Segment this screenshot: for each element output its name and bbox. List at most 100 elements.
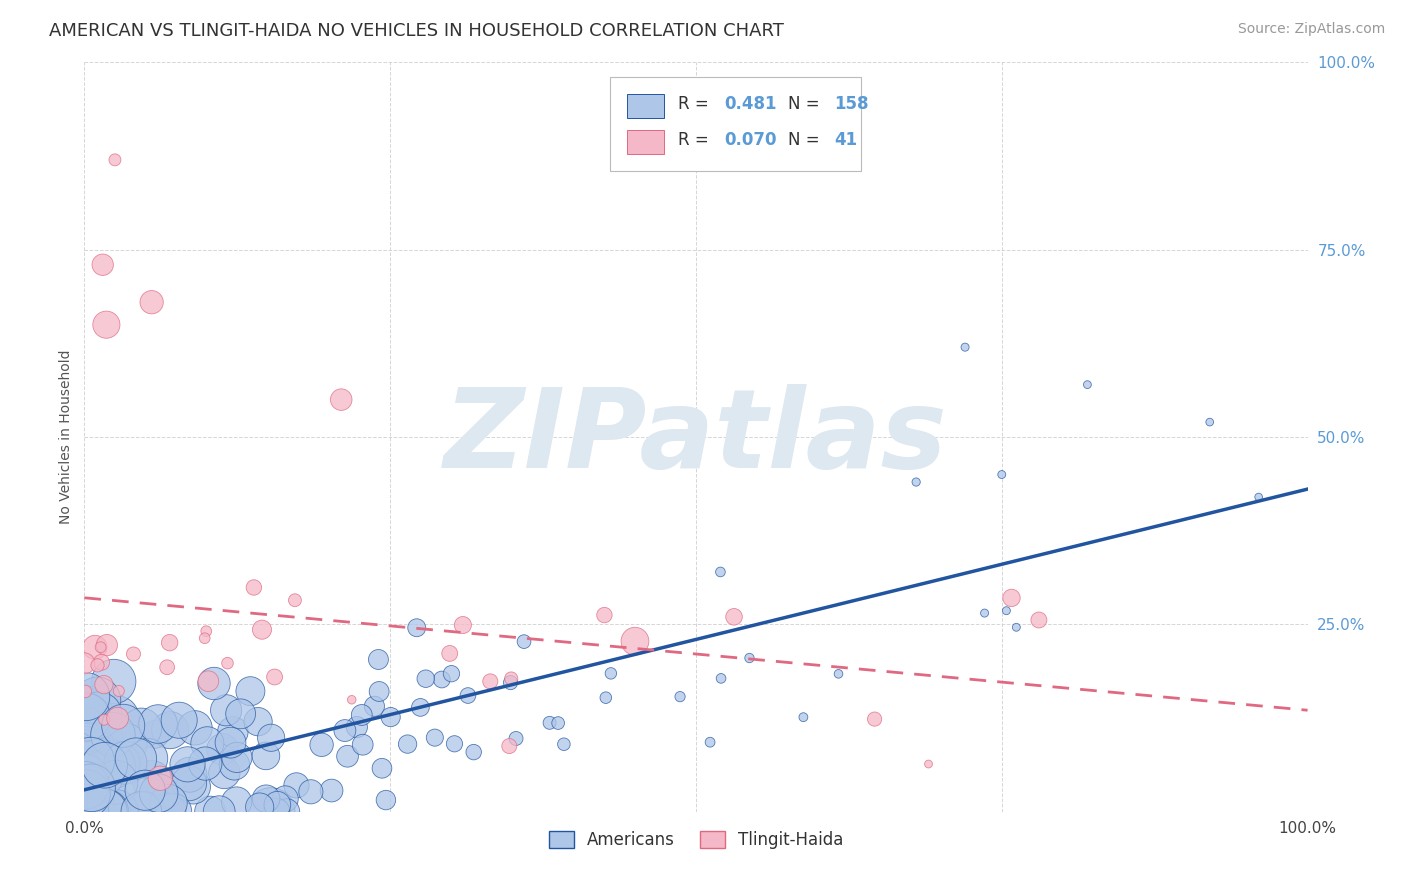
Point	[82, 752, 104, 766]
Point	[219, 736, 242, 750]
Point	[1198, 415, 1220, 429]
FancyBboxPatch shape	[610, 78, 860, 171]
Point	[134, 783, 156, 797]
Point	[73, 743, 96, 757]
Point	[155, 782, 177, 797]
Point	[991, 467, 1014, 482]
Point	[368, 684, 391, 698]
Point	[547, 716, 569, 731]
Text: 158: 158	[834, 95, 869, 112]
Point	[200, 805, 222, 819]
Point	[104, 153, 127, 167]
Point	[79, 805, 101, 819]
Point	[274, 792, 297, 806]
FancyBboxPatch shape	[627, 94, 664, 118]
Point	[222, 724, 245, 739]
Text: N =: N =	[787, 130, 824, 149]
Point	[266, 797, 288, 812]
Point	[439, 647, 461, 661]
Point	[98, 755, 121, 769]
Point	[371, 761, 394, 775]
Point	[423, 731, 446, 745]
Point	[125, 751, 148, 765]
Point	[498, 739, 520, 753]
Point	[443, 737, 465, 751]
Point	[108, 684, 131, 698]
Point	[299, 785, 322, 799]
Point	[122, 647, 145, 661]
Point	[599, 666, 621, 681]
Text: 41: 41	[834, 130, 858, 149]
Point	[239, 684, 262, 698]
Point	[995, 604, 1018, 618]
Point	[112, 719, 135, 733]
Point	[501, 672, 523, 686]
Point	[75, 684, 97, 698]
Point	[156, 660, 179, 674]
Point	[90, 640, 112, 655]
Point	[75, 796, 97, 810]
Point	[101, 805, 124, 819]
Point	[80, 805, 103, 819]
Point	[224, 757, 246, 772]
Point	[352, 738, 374, 752]
Point	[214, 766, 236, 780]
Point	[76, 805, 98, 819]
Point	[93, 713, 115, 727]
Point	[80, 805, 103, 819]
Point	[90, 767, 112, 781]
Point	[184, 721, 207, 735]
Point	[197, 674, 219, 689]
Point	[250, 623, 273, 637]
Point	[669, 690, 692, 704]
Point	[738, 651, 761, 665]
Legend: Americans, Tlingit-Haida: Americans, Tlingit-Haida	[541, 824, 851, 855]
Text: ZIPatlas: ZIPatlas	[444, 384, 948, 491]
Point	[827, 666, 849, 681]
Point	[513, 634, 536, 648]
Point	[100, 805, 122, 819]
Point	[179, 776, 201, 790]
Point	[1005, 620, 1028, 634]
Point	[330, 392, 353, 407]
Point	[76, 740, 98, 755]
Point	[195, 736, 218, 750]
Point	[499, 675, 522, 690]
Point	[75, 750, 97, 764]
Point	[1247, 490, 1270, 504]
Point	[1028, 613, 1050, 627]
Point	[336, 749, 359, 764]
Point	[953, 340, 976, 354]
Text: AMERICAN VS TLINGIT-HAIDA NO VEHICLES IN HOUSEHOLD CORRELATION CHART: AMERICAN VS TLINGIT-HAIDA NO VEHICLES IN…	[49, 22, 785, 40]
Point	[194, 632, 217, 646]
Point	[73, 782, 96, 797]
Point	[101, 728, 124, 742]
Point	[79, 739, 101, 754]
Point	[75, 759, 97, 773]
Point	[595, 690, 617, 705]
Point	[73, 779, 96, 793]
Point	[699, 735, 721, 749]
Point	[162, 805, 184, 819]
Point	[104, 775, 127, 789]
Point	[105, 711, 128, 725]
Point	[710, 672, 733, 686]
Point	[217, 656, 239, 670]
Point	[226, 750, 249, 764]
Point	[73, 805, 96, 819]
Point	[179, 768, 201, 782]
Point	[84, 640, 107, 655]
Point	[105, 805, 128, 819]
Point	[380, 710, 402, 724]
Point	[93, 677, 115, 691]
Point	[195, 624, 218, 639]
Point	[249, 800, 271, 814]
Point	[134, 805, 156, 819]
Point	[505, 731, 527, 746]
Point	[73, 771, 96, 785]
Point	[79, 805, 101, 819]
Point	[346, 720, 368, 734]
Point	[97, 805, 120, 819]
Point	[90, 655, 112, 669]
Point	[202, 676, 225, 690]
